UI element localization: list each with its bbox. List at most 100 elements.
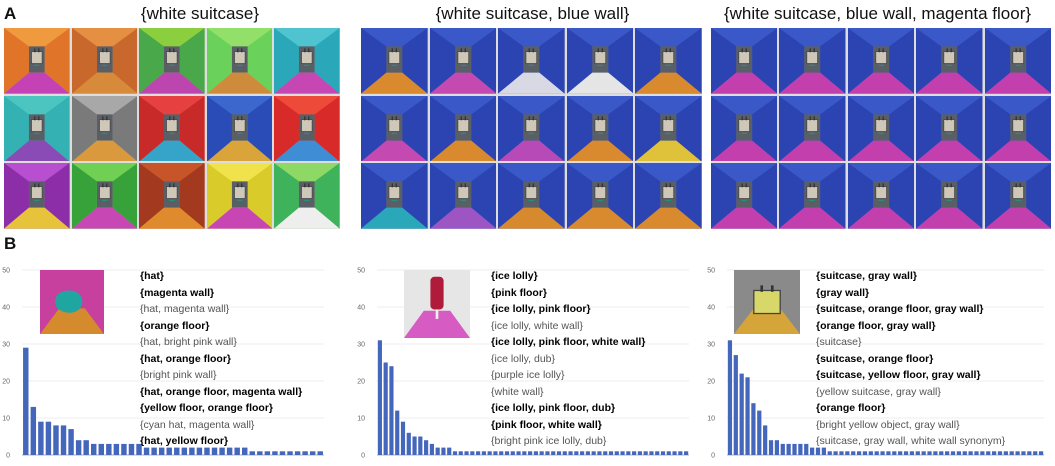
- bar: [950, 451, 956, 455]
- hypothesis-item: {gray wall}: [816, 286, 870, 299]
- environment-image: [779, 28, 846, 94]
- y-tick-label: 50: [707, 268, 715, 275]
- bar: [956, 451, 961, 455]
- image-grid-2: [361, 28, 702, 229]
- bar: [774, 440, 780, 455]
- environment-image: [71, 163, 138, 229]
- environment-image: [274, 163, 340, 229]
- environment-image: [635, 163, 702, 229]
- environment-image: [498, 28, 565, 94]
- bar: [603, 451, 608, 455]
- bar: [1027, 451, 1032, 455]
- environment-image: [274, 28, 340, 94]
- bar: [868, 451, 873, 455]
- bar: [242, 447, 248, 455]
- bar: [945, 451, 950, 455]
- bar: [856, 451, 862, 455]
- hypothesis-item: {ice lolly, pink floor, white wall}: [491, 336, 646, 348]
- bar: [745, 377, 750, 455]
- environment-image: [4, 95, 70, 162]
- environment-image: [916, 28, 983, 94]
- bar: [264, 451, 271, 455]
- bar: [666, 451, 671, 455]
- environment-image: [916, 95, 983, 162]
- bar: [839, 451, 844, 455]
- bar: [1021, 451, 1026, 455]
- bar: [121, 443, 127, 455]
- bar: [649, 451, 654, 455]
- bar: [562, 451, 567, 455]
- bar: [810, 447, 815, 455]
- bar: [424, 440, 429, 455]
- bar: [862, 451, 868, 455]
- bar: [780, 443, 785, 455]
- bar: [786, 443, 791, 455]
- hypothesis-item: {suitcase, gray wall}: [816, 270, 917, 282]
- panel-b-label: B: [4, 234, 17, 253]
- hypothesis-item: {suitcase}: [816, 336, 862, 348]
- hypothesis-list-3: {suitcase, gray wall} {gray wall} {suitcas…: [816, 268, 1005, 450]
- bar: [204, 447, 210, 455]
- environment-image: [429, 163, 497, 229]
- bar: [580, 451, 585, 455]
- bar: [886, 451, 891, 455]
- bar: [684, 451, 689, 455]
- bar: [915, 451, 920, 455]
- bar: [968, 451, 973, 455]
- environment-image: [984, 163, 1051, 229]
- hypothesis-item: {bright yellow object, gray wall}: [816, 418, 960, 431]
- bar: [909, 451, 915, 455]
- environment-image: [916, 163, 983, 229]
- bar-chart-1: 0 10 20 30 40 50: [0, 262, 330, 461]
- bar: [997, 451, 1003, 455]
- bar: [898, 451, 903, 455]
- bar: [678, 451, 683, 455]
- bar: [504, 451, 510, 455]
- bar: [574, 451, 579, 455]
- bar: [45, 421, 52, 455]
- bar: [452, 451, 458, 455]
- bar: [441, 447, 446, 455]
- environment-image: [361, 95, 428, 162]
- hypothesis-item: {orange floor}: [816, 402, 886, 414]
- bar: [83, 440, 89, 455]
- bar: [792, 443, 797, 455]
- bar: [585, 451, 590, 455]
- hypothesis-item: {orange floor}: [140, 319, 210, 332]
- bar: [880, 451, 885, 455]
- environment-image: [4, 163, 70, 229]
- bar: [53, 425, 59, 455]
- environment-image: [361, 28, 428, 94]
- bar-chart-2: 0 10 20 30 40 50: [355, 262, 695, 461]
- y-tick-label: 10: [707, 416, 715, 423]
- environment-image: [139, 28, 205, 94]
- bar: [181, 447, 188, 455]
- y-tick-label: 20: [357, 379, 365, 386]
- bar: [38, 421, 44, 455]
- bar: [516, 451, 521, 455]
- y-tick-label: 40: [707, 305, 715, 312]
- hypothesis-item: {ice lolly, white wall}: [491, 319, 584, 332]
- environment-image: [847, 163, 915, 229]
- bar: [418, 436, 423, 455]
- bar: [400, 421, 406, 455]
- bar: [739, 373, 744, 455]
- y-tick-label: 0: [361, 453, 365, 460]
- bar: [60, 425, 67, 455]
- y-tick-label: 40: [2, 305, 10, 312]
- bar: [927, 451, 932, 455]
- hypothesis-item: {hat, yellow floor}: [140, 435, 229, 447]
- bar: [383, 362, 388, 455]
- y-tick-label: 30: [2, 342, 10, 349]
- hypothesis-item: {ice lolly, pink floor, dub}: [491, 402, 616, 414]
- bar: [128, 443, 135, 455]
- bar: [377, 340, 382, 455]
- bar: [763, 425, 768, 455]
- environment-image: [139, 95, 205, 162]
- bar-chart-svg: 0 10 20 30 40 50: [2, 268, 324, 460]
- bar: [874, 451, 879, 455]
- bar: [113, 443, 120, 455]
- bar: [626, 451, 631, 455]
- hypothesis-item: {ice lolly}: [491, 270, 538, 282]
- bar: [481, 451, 486, 455]
